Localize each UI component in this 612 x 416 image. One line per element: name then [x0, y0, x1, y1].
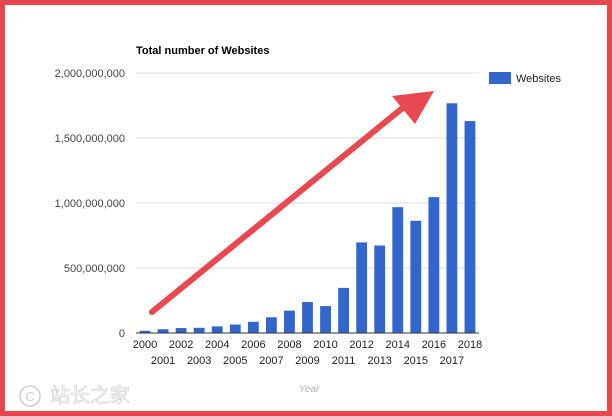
bar-2004 [211, 326, 223, 333]
x-tick-label-2012: 2012 [349, 339, 373, 351]
trend-arrow-shaft [149, 103, 408, 315]
bar-2010 [320, 306, 331, 333]
bar-2000 [139, 330, 151, 333]
y-tick-label: 1,500,000,000 [55, 133, 125, 145]
bar-2018 [464, 121, 476, 333]
grid-lines [136, 72, 479, 269]
watermark: C 站长之家 [19, 383, 130, 407]
bar-2002 [175, 328, 187, 333]
x-tick-label-2002: 2002 [169, 339, 193, 351]
x-tick-label-2007: 2007 [259, 355, 283, 367]
bar-2003 [193, 327, 205, 333]
bar-2001 [157, 329, 169, 333]
legend-swatch-websites [489, 72, 511, 84]
bar-2009 [302, 302, 313, 333]
x-tick-label-2016: 2016 [422, 339, 446, 351]
bar-2017 [446, 103, 458, 333]
bar-2008 [284, 310, 295, 333]
x-tick-label-2013: 2013 [367, 355, 391, 367]
x-tick-label-2014: 2014 [386, 339, 410, 351]
y-tick-label: 2,000,000,000 [55, 68, 125, 80]
x-tick-label-2001: 2001 [151, 355, 175, 367]
trend-arrow-head [392, 91, 434, 124]
legend-label-websites: Websites [516, 73, 562, 85]
bar-2013 [374, 245, 386, 333]
y-tick-label: 500,000,000 [64, 263, 125, 275]
trend-arrow [149, 91, 434, 315]
y-tick-label: 0 [119, 328, 125, 340]
x-tick-label-2010: 2010 [313, 339, 337, 351]
copyright-icon [19, 385, 41, 407]
y-tick-label: 1,000,000,000 [55, 198, 125, 210]
bar-2012 [356, 242, 368, 333]
bar-series [139, 103, 476, 333]
bar-2011 [338, 287, 350, 333]
bar-2006 [247, 321, 259, 333]
x-tick-label-2011: 2011 [332, 355, 356, 367]
x-tick-label-2018: 2018 [458, 339, 482, 351]
bar-2015 [410, 220, 422, 333]
x-tick-label-2009: 2009 [295, 355, 319, 367]
x-tick-label-2017: 2017 [440, 355, 464, 367]
bar-2007 [265, 317, 277, 333]
copyright-symbol-icon: C [25, 389, 34, 404]
x-axis-label: Year [299, 384, 320, 395]
x-tick-label-2006: 2006 [241, 339, 265, 351]
x-tick-label-2005: 2005 [223, 355, 247, 367]
x-axis-ticks: 2000 2001 2002 2003 2004 2005 2006 2007 2008 2009… [133, 339, 482, 367]
x-tick-label-2003: 2003 [187, 355, 211, 367]
legend: Websites [489, 72, 562, 85]
bar-2014 [392, 207, 404, 333]
y-axis-ticks: 0 500,000,000 1,000,000,000 1,500,000,000 2,… [55, 68, 125, 340]
chart-title: Total number of Websites [136, 45, 269, 57]
bar-2016 [428, 197, 440, 333]
x-tick-label-2004: 2004 [205, 339, 229, 351]
bar-2005 [229, 324, 241, 333]
x-tick-label-2000: 2000 [133, 339, 157, 351]
watermark-text: 站长之家 [50, 383, 130, 407]
x-tick-label-2008: 2008 [277, 339, 301, 351]
x-tick-label-2015: 2015 [404, 355, 428, 367]
